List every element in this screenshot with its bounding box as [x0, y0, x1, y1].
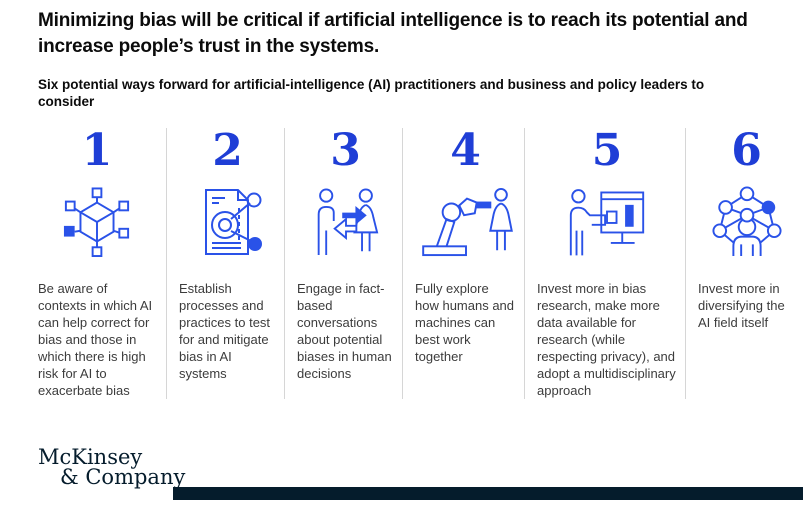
footer-bar: [173, 487, 803, 500]
diverse-network-icon: [698, 182, 795, 262]
step-6: 6 Invest more in diversifying the AI fie…: [685, 128, 803, 399]
people-conversation-icon: [297, 182, 394, 262]
step-1-number: 1: [81, 125, 113, 176]
step-3-text: Engage in fact-based conversations about…: [297, 281, 392, 381]
cube-network-icon: [38, 182, 156, 262]
research-presentation-icon: [537, 182, 677, 262]
step-4-text: Fully explore how humans and machines ca…: [415, 281, 515, 364]
step-5: 5 Invest more in bias research, make mor…: [524, 128, 685, 399]
step-2: 2 Establish processes and practices to t…: [166, 128, 284, 399]
steps-row: 1 Be aware of contexts in which AI can h…: [38, 128, 803, 399]
step-2-number: 2: [212, 125, 243, 176]
step-6-text: Invest more in diversifying the AI field…: [698, 281, 785, 330]
step-4: 4 Fully explore how humans and machines …: [402, 128, 524, 399]
document-target-icon: [179, 182, 276, 262]
step-3: 3 Engage in fact-based conversations abo…: [284, 128, 402, 399]
robot-human-icon: [415, 182, 516, 262]
page-subtitle: Six potential ways forward for artificia…: [38, 77, 705, 109]
step-5-number: 5: [591, 125, 623, 176]
step-2-text: Establish processes and practices to tes…: [179, 281, 271, 381]
step-1: 1 Be aware of contexts in which AI can h…: [38, 128, 166, 399]
step-4-number: 4: [450, 125, 481, 176]
step-6-number: 6: [731, 125, 762, 176]
step-3-number: 3: [330, 125, 361, 176]
logo-line-2: & Company: [60, 465, 186, 489]
step-5-text: Invest more in bias research, make more …: [537, 281, 676, 398]
page-title: Minimizing bias will be critical if arti…: [38, 10, 748, 57]
logo-line-1: McKinsey: [38, 445, 143, 469]
step-1-text: Be aware of contexts in which AI can hel…: [38, 281, 153, 398]
mckinsey-logo: McKinsey & Company: [38, 445, 186, 489]
